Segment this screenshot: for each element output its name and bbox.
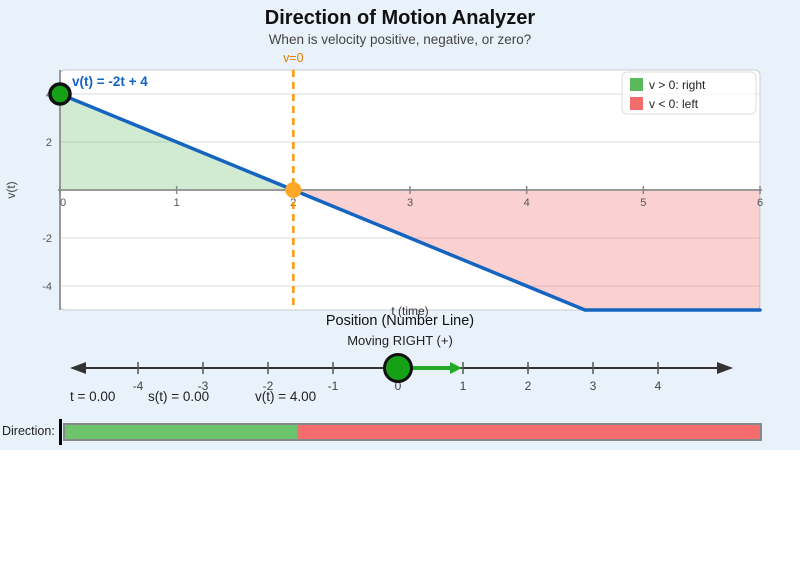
left-arrowhead-icon (70, 362, 86, 374)
region-negative-velocity (293, 190, 760, 310)
legend-label-1: v < 0: left (649, 97, 699, 111)
direction-segment-moving-right (65, 425, 297, 439)
curve-equation-label: v(t) = -2t + 4 (72, 74, 148, 89)
number-line-tick-label: 4 (655, 379, 662, 393)
number-line-tick-label: 3 (590, 379, 597, 393)
legend-swatch-1 (630, 97, 643, 110)
number-line-tick-label: -4 (133, 379, 144, 393)
number-line-tick-label: -2 (263, 379, 274, 393)
velocity-arrowhead-icon (450, 362, 462, 374)
position-number-line: -4 -3 -2 -1 0 1 2 3 4 (70, 353, 733, 393)
numberline-title: Position (Number Line) (325, 313, 475, 329)
current-point (48, 82, 72, 106)
y-axis-label: v(t) (4, 181, 18, 198)
x-tick-label: 1 (174, 197, 180, 209)
number-line-tick-label: -1 (328, 379, 339, 393)
zero-crossing-point (285, 182, 302, 198)
direction-segment-moving-left (296, 425, 760, 439)
y-tick-label: -4 (42, 281, 52, 293)
legend-box (621, 71, 757, 115)
number-line-tick-label: 2 (525, 379, 532, 393)
number-line-tick-label: -3 (198, 379, 209, 393)
page-title: Direction of Motion Analyzer (264, 7, 536, 29)
status-time: t = 0.00 (70, 389, 116, 404)
numberline-direction-text: Moving RIGHT (+) (347, 333, 453, 348)
position-ball (383, 353, 413, 383)
controls-panel: Scenario: Parabolic Motion Cubic Motion … (0, 450, 800, 582)
zero-crossing-label: v=0 (283, 51, 304, 65)
x-axis-label: t (time) (391, 304, 428, 318)
x-tick-label: 0 (60, 197, 66, 209)
page-subtitle: When is velocity positive, negative, or … (268, 32, 532, 47)
legend-swatch-0 (630, 78, 643, 91)
x-tick-label: 4 (524, 197, 530, 209)
y-tick-label: -2 (42, 233, 52, 245)
x-tick-label: 3 (407, 197, 413, 209)
x-tick-label: 6 (757, 197, 763, 209)
velocity-chart: 012345642-2-4v=0v(t) = -2t + 4t (time)v(… (4, 51, 763, 318)
number-line-tick-label: 0 (395, 379, 402, 393)
legend-label-0: v > 0: right (649, 78, 706, 92)
direction-bar-label: Direction: (2, 424, 55, 438)
analyzer-panel: Direction of Motion Analyzer When is vel… (0, 0, 800, 450)
status-position: s(t) = 0.00 (148, 389, 210, 404)
number-line-tick-label: 1 (460, 379, 467, 393)
x-tick-label: 5 (640, 197, 646, 209)
direction-time-marker (59, 419, 62, 445)
velocity-curve (58, 92, 762, 312)
direction-bar (63, 423, 762, 441)
right-arrowhead-icon (717, 362, 733, 374)
status-velocity: v(t) = 4.00 (255, 389, 317, 404)
y-tick-label: 2 (46, 137, 52, 149)
